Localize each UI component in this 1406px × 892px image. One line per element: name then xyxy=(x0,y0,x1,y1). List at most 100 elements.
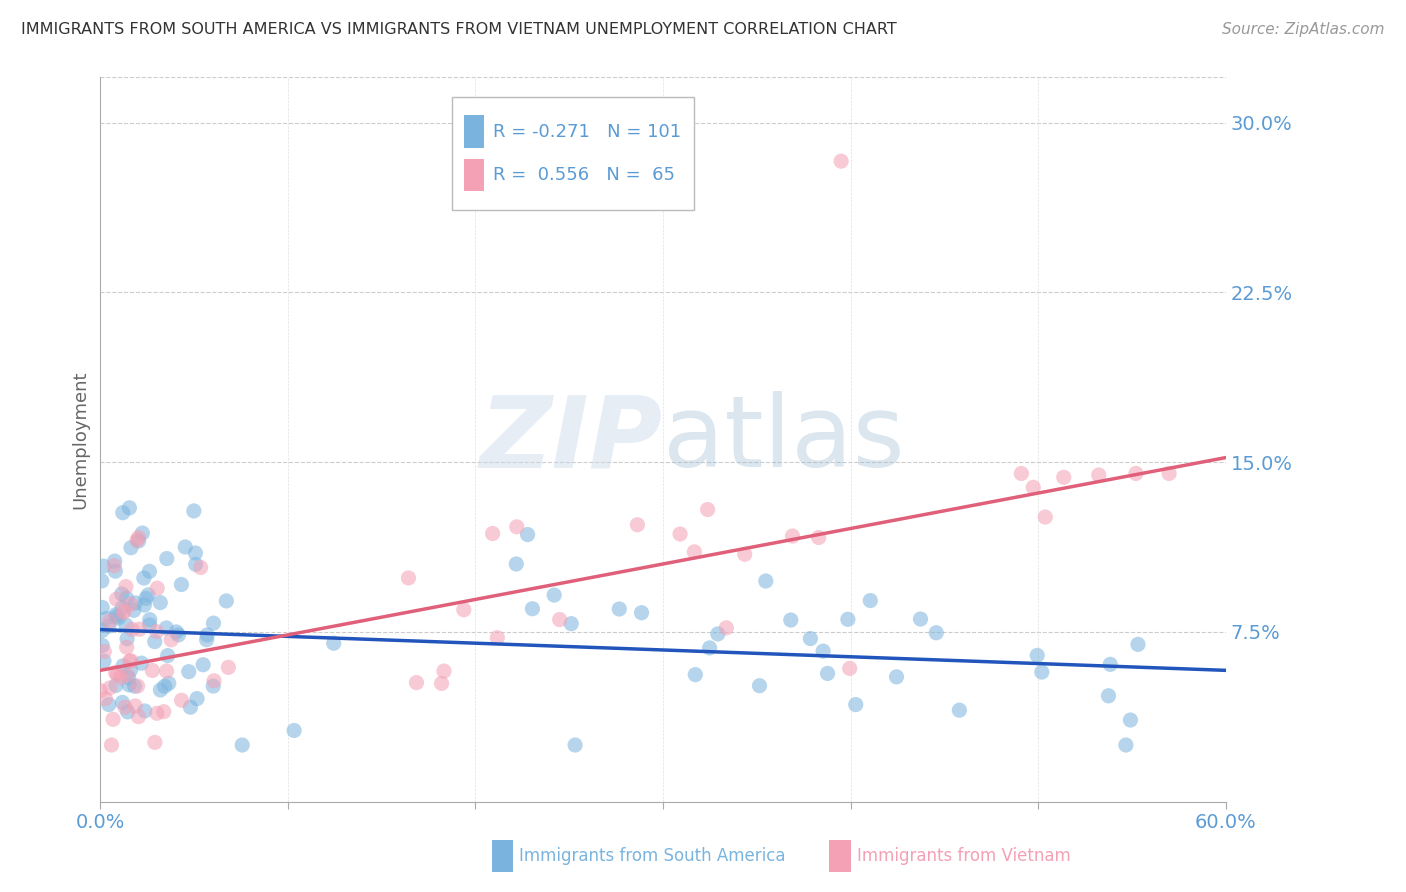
Point xyxy=(155,664,177,678)
Point xyxy=(118,654,141,668)
Point xyxy=(97,698,120,712)
Point xyxy=(165,624,187,639)
Point xyxy=(886,670,908,684)
Point xyxy=(128,531,150,545)
Point xyxy=(114,700,136,714)
Point xyxy=(322,636,344,650)
Point xyxy=(120,541,142,555)
Point xyxy=(830,154,852,169)
Point xyxy=(124,698,146,713)
Point xyxy=(543,588,565,602)
Point xyxy=(104,607,127,622)
Point xyxy=(202,616,225,631)
Point xyxy=(104,554,127,568)
Text: Immigrants from South America: Immigrants from South America xyxy=(519,847,786,865)
Point xyxy=(112,604,135,618)
Point xyxy=(134,704,156,718)
Point xyxy=(522,601,544,615)
Point xyxy=(179,700,201,714)
Point xyxy=(506,520,529,534)
Point xyxy=(156,551,179,566)
Point xyxy=(94,611,117,625)
Point xyxy=(120,654,142,668)
Point xyxy=(111,506,134,520)
Point xyxy=(779,613,801,627)
Point xyxy=(104,564,127,578)
Point xyxy=(837,612,859,626)
Point xyxy=(134,598,156,612)
Point xyxy=(141,664,163,678)
Point xyxy=(117,705,139,719)
Point xyxy=(716,621,738,635)
Point xyxy=(630,606,652,620)
Point xyxy=(93,654,115,668)
Point xyxy=(127,679,149,693)
Point xyxy=(131,656,153,670)
Point xyxy=(143,735,166,749)
Point xyxy=(117,668,139,682)
Point xyxy=(516,527,538,541)
Point xyxy=(146,581,169,595)
Point xyxy=(734,547,756,561)
Point xyxy=(174,540,197,554)
Point xyxy=(91,624,114,638)
Point xyxy=(94,691,117,706)
Point xyxy=(128,709,150,723)
Point xyxy=(157,676,180,690)
Point xyxy=(1087,468,1109,483)
Point xyxy=(1099,657,1122,672)
Point xyxy=(231,738,253,752)
Point xyxy=(807,531,830,545)
Point xyxy=(118,671,141,685)
Text: atlas: atlas xyxy=(664,391,904,488)
Point xyxy=(105,668,128,682)
Point xyxy=(160,632,183,647)
Point xyxy=(505,557,527,571)
Point xyxy=(1126,637,1149,651)
Point xyxy=(136,588,159,602)
Point xyxy=(481,526,503,541)
Text: IMMIGRANTS FROM SOUTH AMERICA VS IMMIGRANTS FROM VIETNAM UNEMPLOYMENT CORRELATIO: IMMIGRANTS FROM SOUTH AMERICA VS IMMIGRA… xyxy=(21,22,897,37)
Point xyxy=(146,706,169,721)
Point xyxy=(925,625,948,640)
Point xyxy=(149,596,172,610)
Point xyxy=(1115,738,1137,752)
Point xyxy=(217,660,239,674)
Point xyxy=(156,648,179,663)
Point xyxy=(170,693,193,707)
Point xyxy=(98,681,121,695)
Point xyxy=(104,665,127,680)
Point xyxy=(626,517,648,532)
Point xyxy=(112,658,135,673)
Point xyxy=(948,703,970,717)
Point xyxy=(135,591,157,606)
Point xyxy=(202,673,225,688)
Point xyxy=(191,657,214,672)
Point xyxy=(132,571,155,585)
Point xyxy=(111,587,134,601)
Point xyxy=(128,533,150,548)
Point xyxy=(97,619,120,633)
Point xyxy=(685,667,707,681)
Point xyxy=(707,627,730,641)
Point xyxy=(115,618,138,632)
Point xyxy=(103,558,125,573)
Point xyxy=(799,632,821,646)
Point xyxy=(817,666,839,681)
Point xyxy=(145,624,167,639)
Point xyxy=(118,678,141,692)
Point xyxy=(122,603,145,617)
Point xyxy=(1031,665,1053,679)
Point xyxy=(152,705,174,719)
Point xyxy=(121,623,143,637)
Point xyxy=(124,679,146,693)
Point xyxy=(115,632,138,646)
Point xyxy=(128,622,150,636)
Text: R = -0.271   N = 101: R = -0.271 N = 101 xyxy=(494,123,681,141)
Point xyxy=(1026,648,1049,663)
Point xyxy=(1033,510,1056,524)
Point xyxy=(564,738,586,752)
Point xyxy=(167,628,190,642)
Point xyxy=(105,678,128,692)
Point xyxy=(107,611,129,625)
